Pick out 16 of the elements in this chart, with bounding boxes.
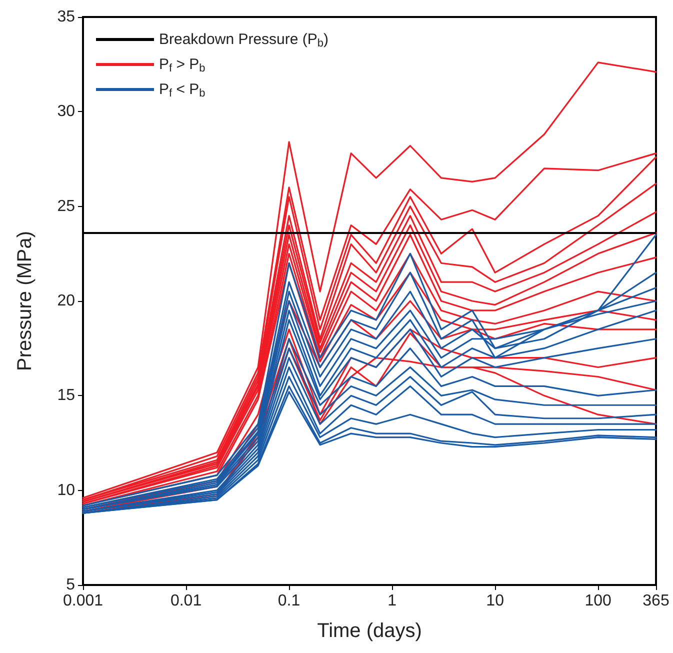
y-axis-title: Pressure (MPa) xyxy=(14,230,36,372)
x-tick-label: 0.1 xyxy=(278,592,300,610)
x-tick-label: 10 xyxy=(486,592,504,610)
y-tick-label: 5 xyxy=(66,576,76,594)
x-tick-label: 100 xyxy=(584,592,612,610)
y-tick-label: 10 xyxy=(57,482,76,499)
y-tick-label: 15 xyxy=(57,387,76,404)
x-tick-label: 365 xyxy=(642,592,670,610)
x-tick-label: 1 xyxy=(388,592,397,610)
y-tick-label: 30 xyxy=(57,103,76,120)
x-tick-label: 0.01 xyxy=(170,592,202,610)
y-tick-label: 35 xyxy=(57,8,76,26)
y-tick-label: 20 xyxy=(57,292,76,310)
x-tick-label: 0.001 xyxy=(62,592,104,610)
y-tick-label: 25 xyxy=(57,198,76,215)
x-axis-title: Time (days) xyxy=(317,620,422,642)
